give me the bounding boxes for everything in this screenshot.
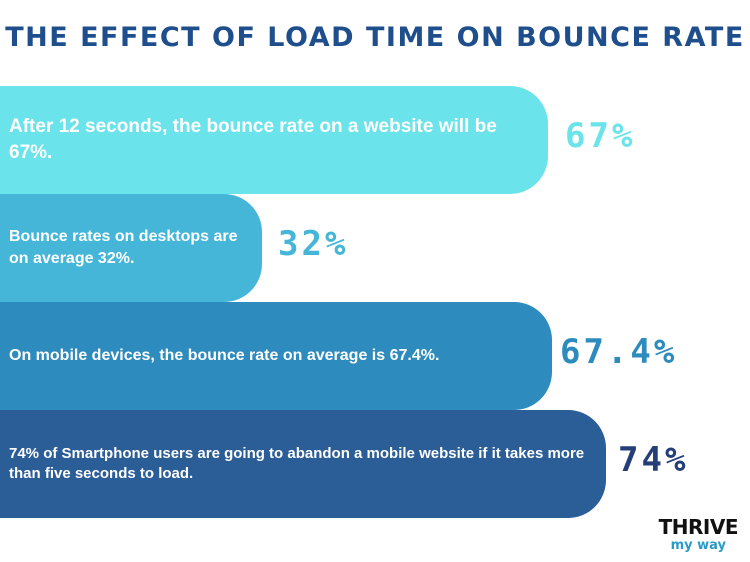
bar-2: Bounce rates on desktops are on average … <box>0 194 262 302</box>
logo-bottom-text: my way <box>670 538 727 553</box>
bar-3-value-label: 67.4% <box>560 332 678 372</box>
bar-4: 74% of Smartphone users are going to aba… <box>0 410 606 518</box>
chart-title: THE EFFECT OF LOAD TIME ON BOUNCE RATE <box>5 22 745 53</box>
thrive-my-way-logo: THRIVE my way <box>658 515 739 553</box>
bar-4-value-label: 74% <box>618 440 689 480</box>
logo-top-text: THRIVE <box>658 515 739 539</box>
bar-1-value-label: 67% <box>565 116 636 156</box>
bar-4-text: 74% of Smartphone users are going to aba… <box>9 444 585 482</box>
bar-1-text: After 12 seconds, the bounce rate on a w… <box>9 116 497 163</box>
bar-3-text: On mobile devices, the bounce rate on av… <box>9 347 440 365</box>
bar-3: On mobile devices, the bounce rate on av… <box>0 302 552 410</box>
bar-2-value-label: 32% <box>278 224 349 264</box>
bar-2-text: Bounce rates on desktops are on average … <box>9 228 238 267</box>
bar-1: After 12 seconds, the bounce rate on a w… <box>0 86 548 194</box>
